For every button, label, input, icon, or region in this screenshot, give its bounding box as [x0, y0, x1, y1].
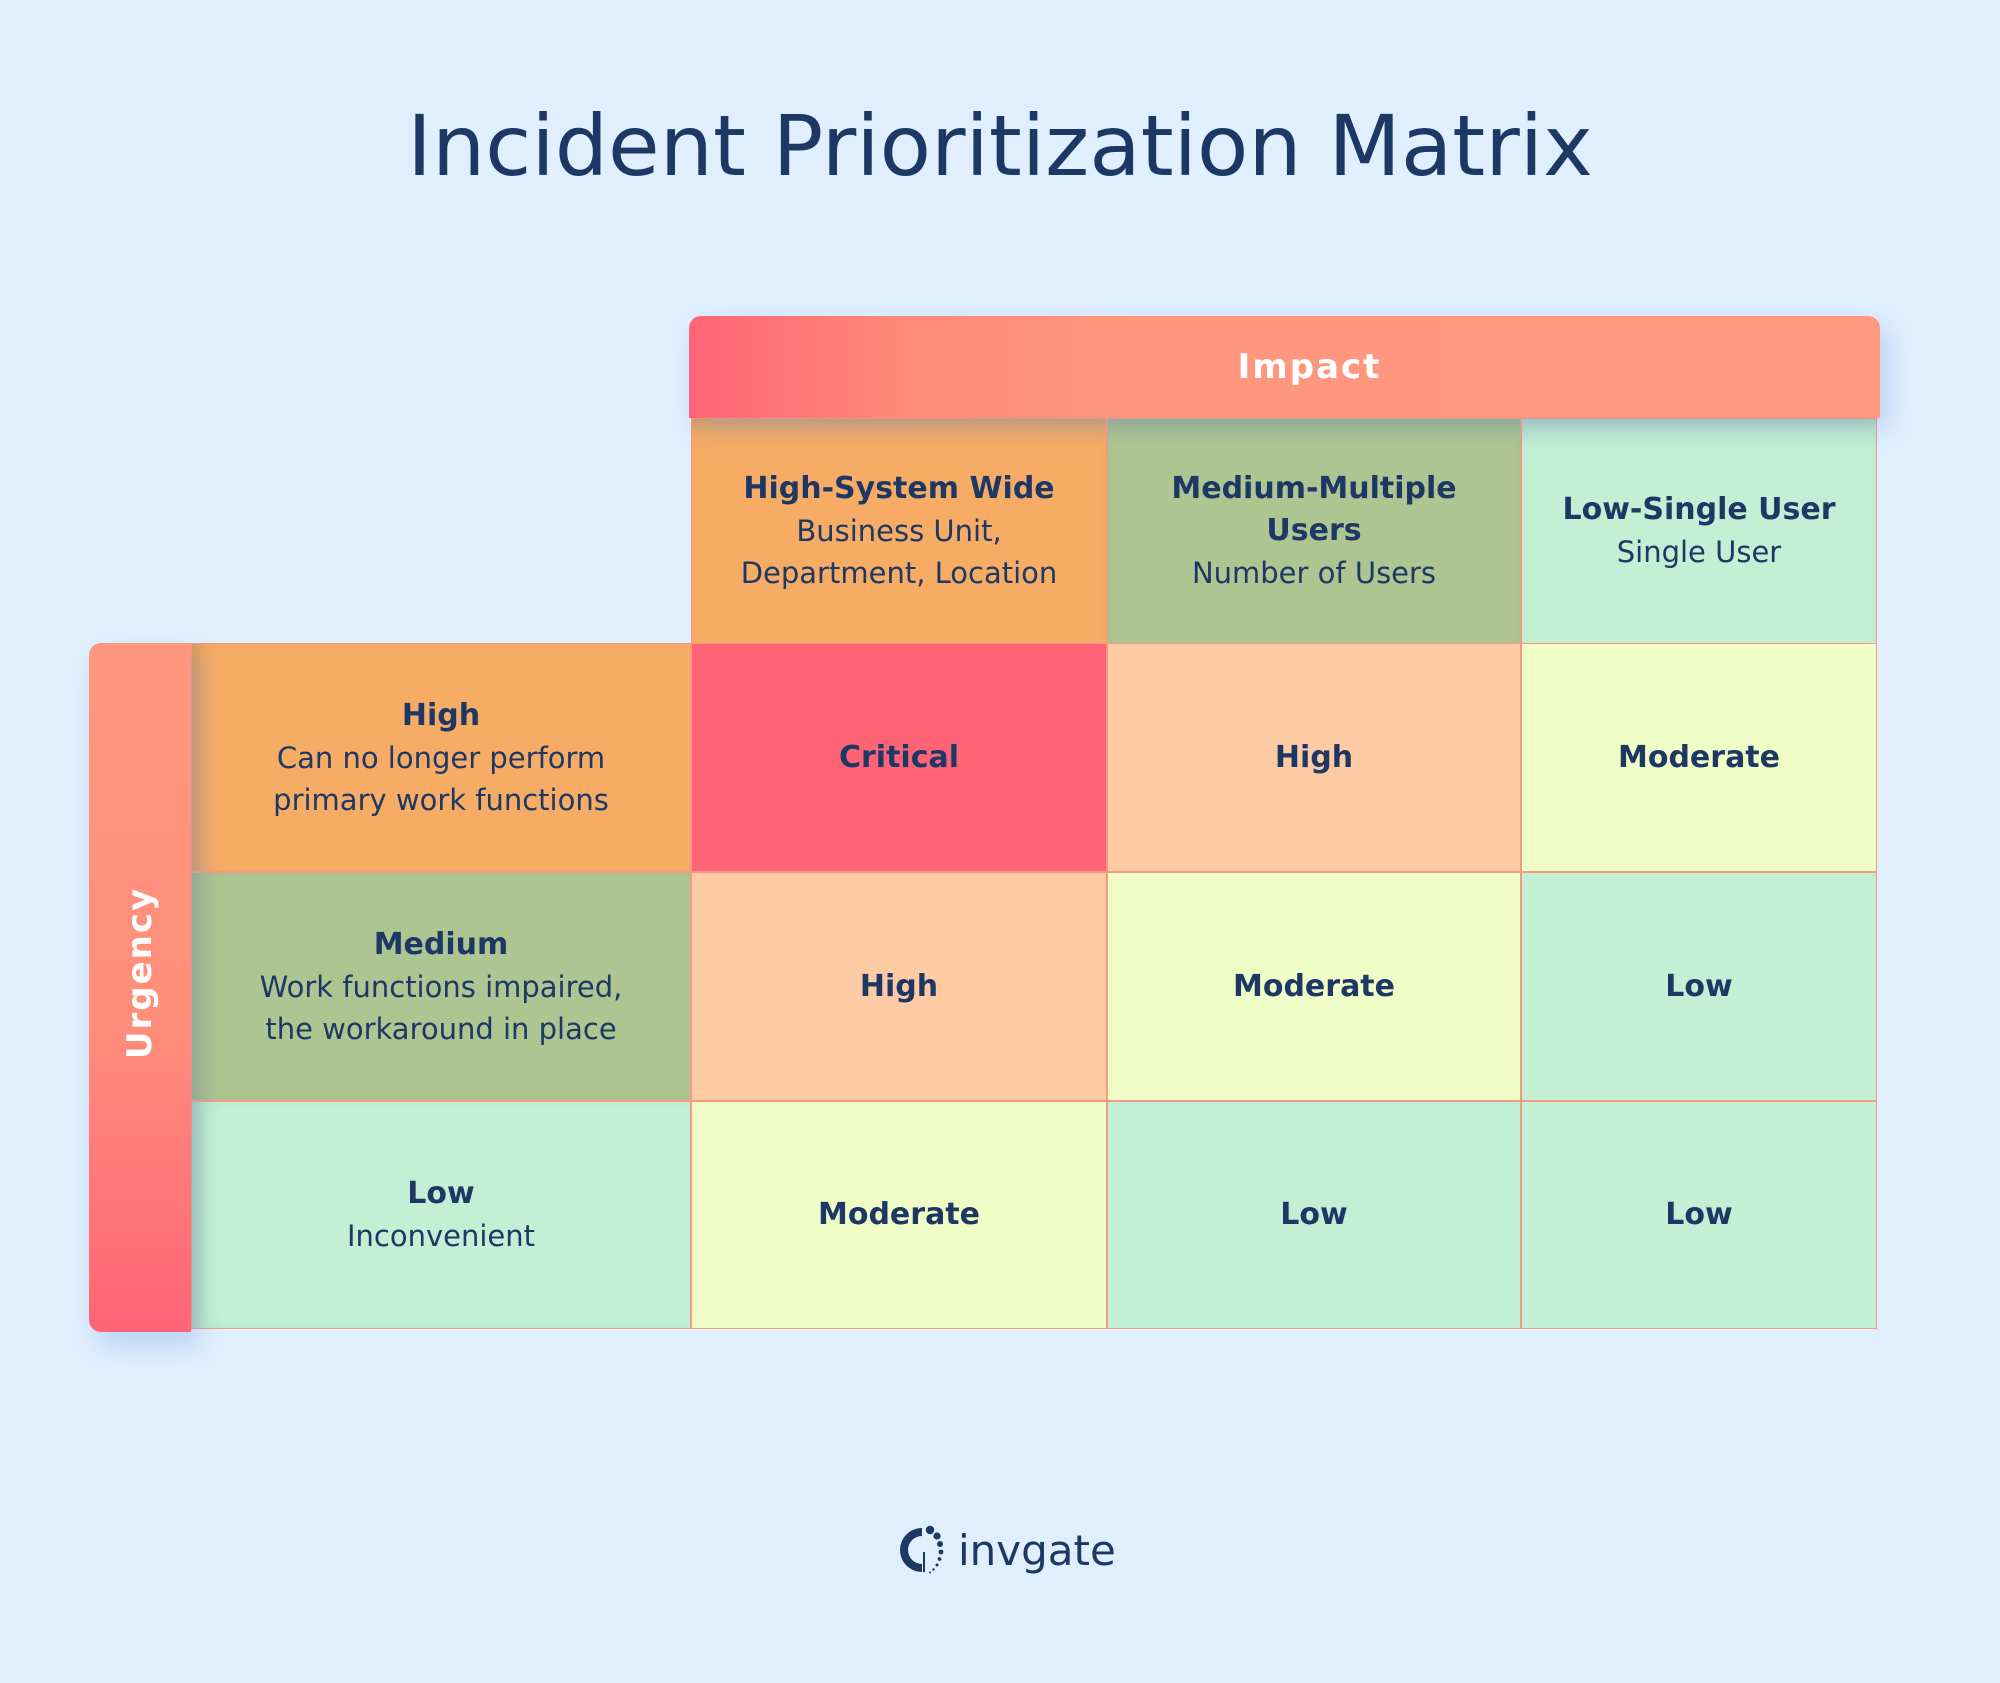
urgency-axis-label: Urgency — [120, 886, 160, 1060]
impact-header-subtitle: Single User — [1616, 535, 1782, 569]
invgate-logo: invgate — [900, 1522, 1116, 1578]
matrix-cell-moderate: Moderate — [691, 1101, 1107, 1329]
impact-header-title: High-System Wide — [743, 471, 1055, 506]
priority-label: High — [859, 968, 939, 1004]
impact-header-subtitle: Number of Users — [1191, 556, 1437, 590]
impact-header-title: Low-Single User — [1562, 492, 1836, 527]
impact-header-title: Users — [1266, 513, 1362, 548]
matrix-cell-critical: Critical — [691, 643, 1107, 872]
urgency-header-high: High Can no longer perform primary work … — [191, 643, 691, 872]
impact-header-low: Low-Single User Single User — [1521, 418, 1877, 644]
priority-label: Moderate — [1232, 968, 1395, 1004]
page-title: Incident Prioritization Matrix — [407, 97, 1593, 195]
priority-label: Critical — [838, 739, 960, 775]
priority-label: Low — [1665, 968, 1733, 1004]
impact-header-medium: Medium-Multiple Users Number of Users — [1107, 418, 1521, 644]
matrix-cell-moderate: Moderate — [1107, 872, 1521, 1101]
matrix-cell-low: Low — [1521, 1101, 1877, 1329]
impact-header-title: Medium-Multiple — [1171, 471, 1457, 506]
logo-wordmark: invgate — [958, 1525, 1116, 1575]
impact-header-subtitle: Business Unit, — [796, 514, 1002, 548]
urgency-header-subtitle: primary work functions — [273, 782, 609, 817]
priority-label: Moderate — [1617, 739, 1780, 775]
impact-axis-label: Impact — [1237, 347, 1382, 387]
priority-label: Moderate — [817, 1197, 980, 1232]
priority-label: Low — [1280, 1197, 1348, 1232]
urgency-header-subtitle: Can no longer perform — [276, 740, 606, 775]
invgate-logo-icon — [900, 1525, 944, 1574]
urgency-header-title: Low — [407, 1176, 475, 1211]
matrix-cell-high: High — [691, 872, 1107, 1101]
matrix-cell-moderate: Moderate — [1521, 643, 1877, 872]
urgency-header-subtitle: the workaround in place — [265, 1011, 617, 1046]
urgency-header-subtitle: Work functions impaired, — [259, 969, 623, 1004]
urgency-header-medium: Medium Work functions impaired, the work… — [191, 872, 691, 1101]
impact-axis-header: Impact — [689, 316, 1880, 418]
priority-label: Low — [1665, 1197, 1733, 1232]
priority-label: High — [1274, 739, 1354, 775]
urgency-axis-header: Urgency — [89, 643, 191, 1332]
impact-header-high: High-System Wide Business Unit, Departme… — [691, 418, 1107, 644]
matrix-cell-low: Low — [1521, 872, 1877, 1101]
urgency-header-title: High — [401, 697, 481, 733]
impact-header-subtitle: Department, Location — [740, 556, 1058, 590]
urgency-header-subtitle: Inconvenient — [346, 1219, 536, 1253]
urgency-header-low: Low Inconvenient — [191, 1101, 691, 1329]
urgency-header-title: Medium — [373, 926, 509, 962]
matrix-cell-low: Low — [1107, 1101, 1521, 1329]
matrix-cell-high: High — [1107, 643, 1521, 872]
